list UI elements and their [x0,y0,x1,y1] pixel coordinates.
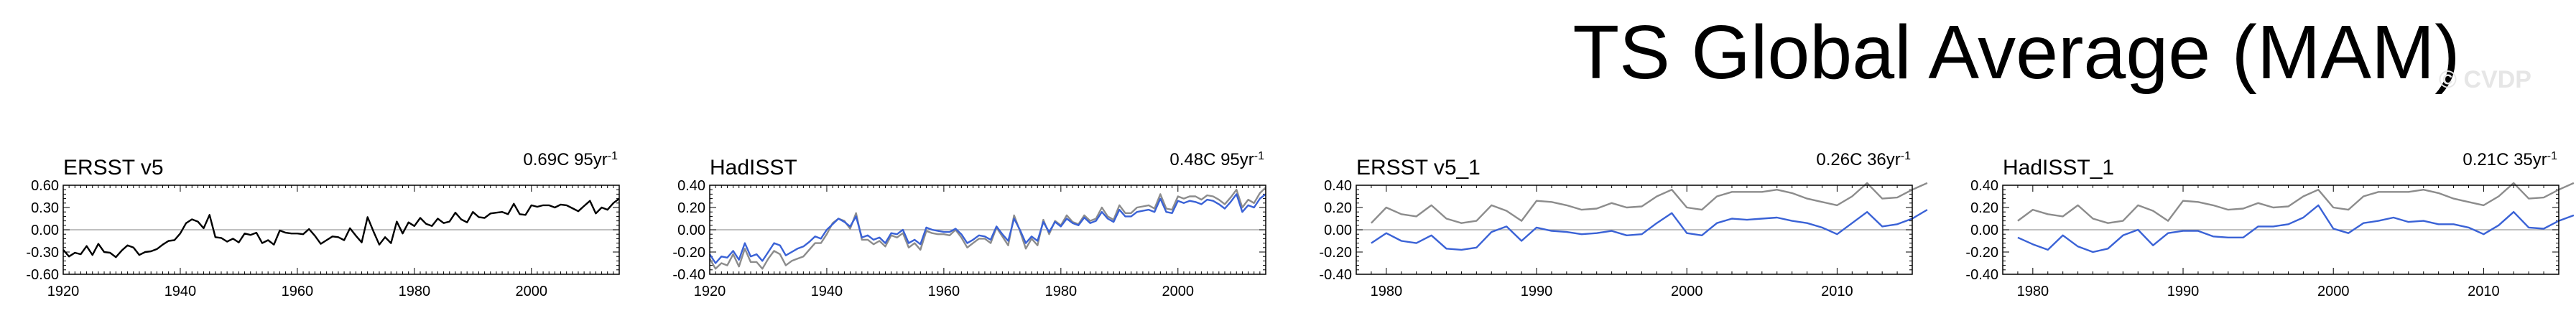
x-tick-label: 2010 [2468,284,2500,299]
trend-label: 0.21C 35yr-1 [2463,150,2557,169]
series-line [63,199,619,258]
series-line [710,187,1266,269]
x-tick-label: 1980 [1371,284,1403,299]
x-tick-label: 1920 [694,284,726,299]
y-tick-label: -0.30 [26,245,59,261]
series-line [2018,205,2574,252]
trend-label: 0.26C 36yr-1 [1816,150,1911,169]
y-tick-label: -0.40 [1319,267,1352,283]
x-tick-label: 2010 [1821,284,1853,299]
x-tick-label: 2000 [1671,284,1703,299]
y-tick-label: -0.20 [1319,245,1352,261]
x-tick-label: 1960 [928,284,960,299]
figure-title: TS Global Average (MAM) [0,6,2576,99]
series-line [1371,183,1927,223]
y-tick-label: 0.20 [1324,200,1352,216]
panel-title: HadISST [710,156,797,180]
y-tick-label: 0.00 [31,223,59,238]
y-tick-label: 0.40 [677,178,705,194]
x-tick-label: 1920 [47,284,80,299]
plot-area: 0.40 0.20 0.00 -0.20 -0.40 1980 1990 2000 2010 [1965,178,2573,299]
panel-title: HadISST_1 [2003,156,2114,180]
trend-label: 0.48C 95yr-1 [1169,150,1264,169]
y-tick-label: 0.60 [31,178,59,194]
x-tick-label: 1990 [1521,284,1553,299]
y-tick-label: -0.40 [1965,267,1998,283]
y-tick-label: 0.40 [1970,178,1998,194]
panel-title: ERSST v5 [63,156,164,180]
x-tick-label: 2000 [1162,284,1195,299]
y-tick-label: -0.40 [672,267,705,283]
y-tick-label: 0.30 [31,200,59,216]
series-line [710,194,1266,263]
x-tick-label: 1980 [399,284,431,299]
series-line [2018,183,2574,223]
y-tick-label: -0.20 [1965,245,1998,261]
y-tick-label: 0.40 [1324,178,1352,194]
x-tick-label: 1960 [282,284,314,299]
y-tick-label: 0.00 [677,223,705,238]
y-tick-label: 0.20 [677,200,705,216]
x-tick-label: 1940 [165,284,197,299]
x-tick-label: 2000 [516,284,548,299]
y-tick-label: -0.60 [26,267,59,283]
panel-ersst-v5-1: ERSST v5_1 0.26C 36yr-1 0.40 0.20 0.00 -0.2… [1307,151,1925,302]
cvdp-watermark: © CVDP [2439,66,2531,94]
x-tick-label: 1940 [811,284,843,299]
y-tick-label: 0.00 [1970,223,1998,238]
x-tick-label: 1990 [2167,284,2200,299]
panel-title: ERSST v5_1 [1356,156,1481,180]
panel-hadisst-1: HadISST_1 0.21C 35yr-1 0.40 0.20 0.00 -0.20… [1954,151,2572,302]
y-tick-label: -0.20 [672,245,705,261]
x-tick-label: 1980 [2017,284,2049,299]
panel-ersst-v5: ERSST v5 0.69C 95yr-1 0.60 0.30 0.00 -0.30 -… [14,151,632,302]
x-tick-label: 1980 [1045,284,1078,299]
y-tick-label: 0.00 [1324,223,1352,238]
x-tick-label: 2000 [2317,284,2350,299]
trend-label: 0.69C 95yr-1 [523,150,618,169]
plot-area: 0.40 0.20 0.00 -0.20 -0.40 1980 1990 2000 2010 [1319,178,1927,299]
y-tick-label: 0.20 [1970,200,1998,216]
panel-hadisst: HadISST 0.48C 95yr-1 0.40 0.20 0.00 -0.20 -0… [661,151,1279,302]
